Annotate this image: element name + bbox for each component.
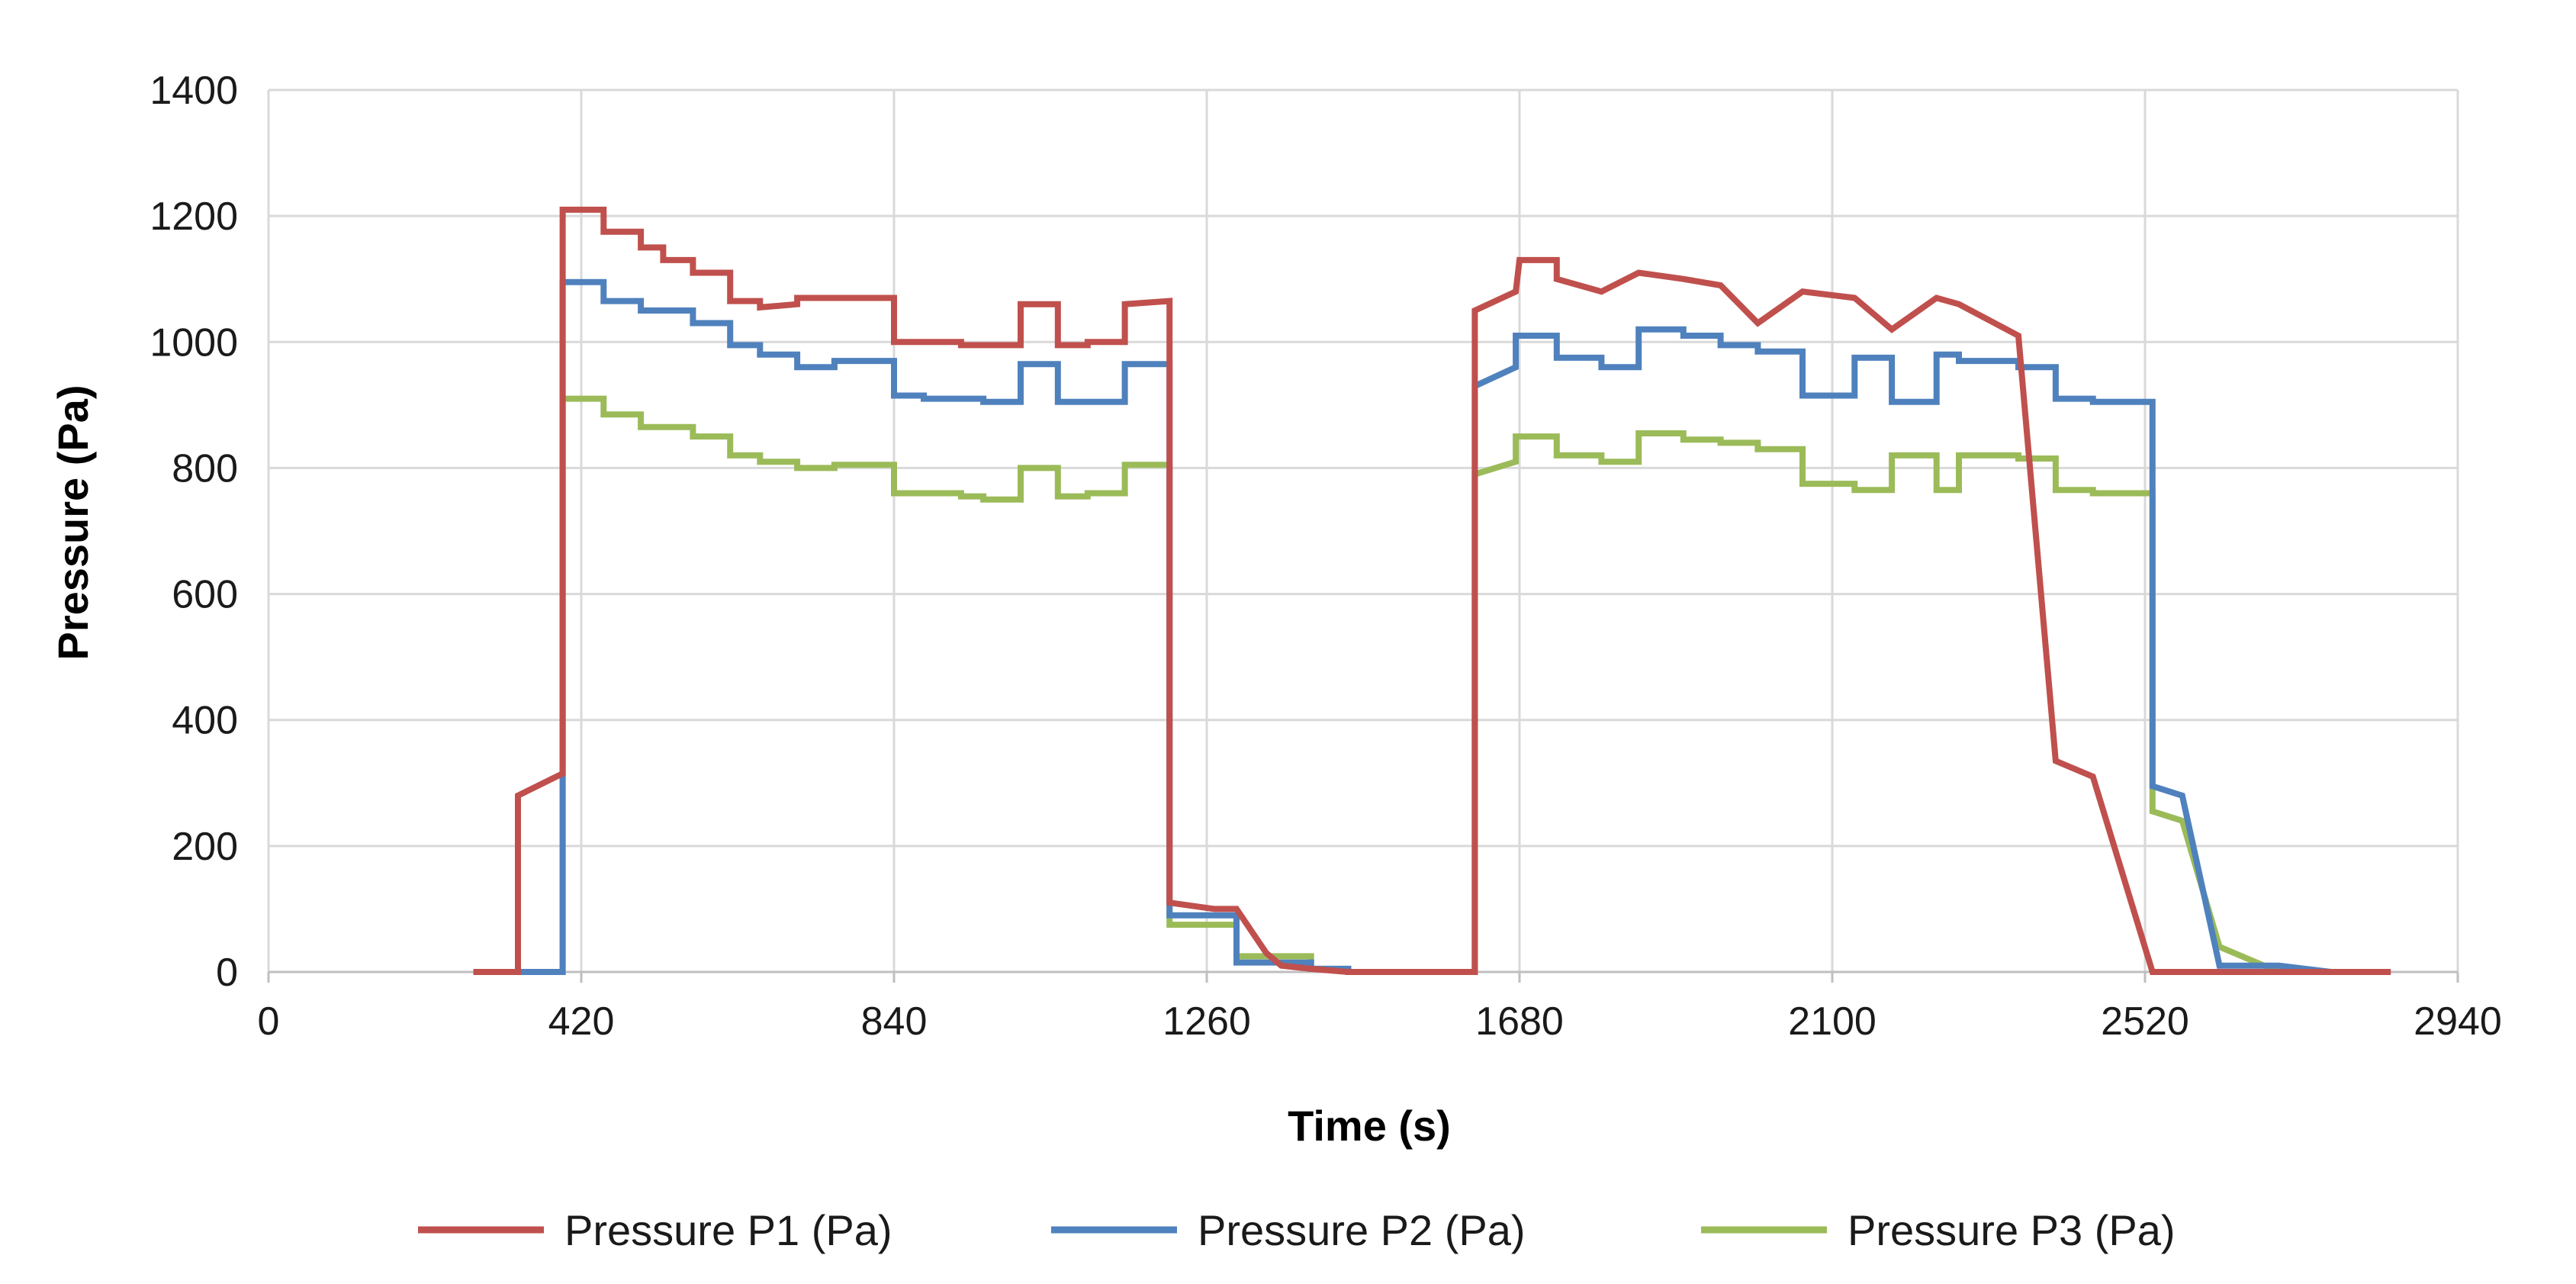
y-tick-label: 1000 xyxy=(150,320,238,365)
y-tick-label: 0 xyxy=(216,951,238,995)
series-line-pressure-p3-pa xyxy=(473,395,2391,975)
y-tick-label: 200 xyxy=(172,825,238,869)
x-tick-label: 0 xyxy=(258,999,280,1044)
legend-label: Pressure P3 (Pa) xyxy=(1848,1206,2176,1254)
legend: Pressure P1 (Pa) Pressure P2 (Pa) Pressure… xyxy=(418,1206,2176,1254)
axis-layer xyxy=(267,90,2459,983)
y-tick-label: 400 xyxy=(172,699,238,743)
series-line-pressure-p1-pa xyxy=(473,206,2391,975)
grid-layer xyxy=(269,88,2459,972)
x-axis-title: Time (s) xyxy=(1288,1102,1451,1150)
x-tick-label: 2100 xyxy=(1788,999,1877,1044)
y-tick-label: 1200 xyxy=(150,195,238,239)
x-tick-label: 420 xyxy=(548,999,615,1044)
x-tick-label: 2940 xyxy=(2414,999,2502,1044)
x-tick-label: 1680 xyxy=(1475,999,1564,1044)
x-tick-label: 2520 xyxy=(2101,999,2189,1044)
y-axis-title: Pressure (Pa) xyxy=(49,385,97,660)
x-tick-label: 840 xyxy=(861,999,928,1044)
legend-label: Pressure P2 (Pa) xyxy=(1198,1206,1526,1254)
legend-label: Pressure P1 (Pa) xyxy=(564,1206,892,1254)
y-tick-label: 600 xyxy=(172,573,238,617)
y-tick-label: 800 xyxy=(172,446,238,491)
x-tick-label: 1260 xyxy=(1163,999,1251,1044)
series-layer xyxy=(473,206,2391,975)
y-tick-label: 1400 xyxy=(150,69,238,113)
tick-label-layer: 0 200 400 600 800 1000 1200 1400 0 420 840 1260 1680… xyxy=(150,69,2502,1044)
series-line-pressure-p2-pa xyxy=(473,278,2391,975)
